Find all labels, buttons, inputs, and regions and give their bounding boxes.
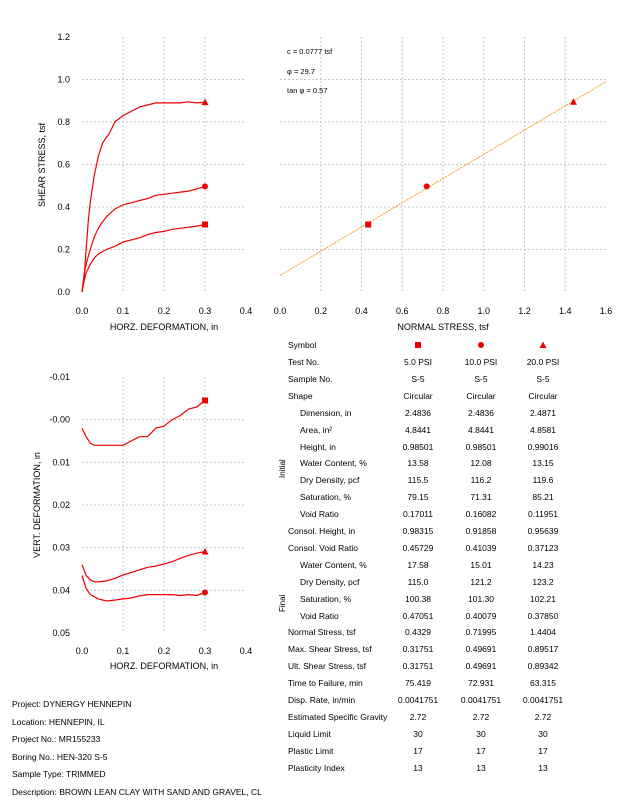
- project-info-line: Location: HENNEPIN, IL: [12, 716, 105, 727]
- x-tick-label: 0.4: [240, 646, 253, 656]
- y-tick-label: 0.6: [57, 160, 70, 170]
- annotation-friction-angle: φ = 29.7: [287, 67, 315, 76]
- project-info-line: Sample Type: TRIMMED: [12, 769, 106, 779]
- x-tick-label: 0.0: [274, 306, 287, 316]
- y-axis-label: VERT. DEFORMATION, in: [32, 452, 42, 558]
- project-info-line: Project: DYNERGY HENNEPIN: [12, 699, 132, 709]
- x-tick-label: 1.0: [477, 306, 490, 316]
- project-info-line: Description: BROWN LEAN CLAY WITH SAND A…: [12, 786, 262, 797]
- square-marker: [202, 397, 208, 404]
- square-marker: [202, 221, 208, 228]
- series-line: [81, 575, 206, 602]
- y-tick-label: 1.0: [57, 75, 70, 85]
- failure-envelope-line: [279, 81, 607, 276]
- triangle-marker: [201, 98, 209, 106]
- series-line: [81, 400, 206, 446]
- square-marker: [365, 221, 372, 228]
- x-tick-label: 0.3: [199, 306, 212, 316]
- triangle-marker: [201, 548, 209, 555]
- x-tick-label: 0.0: [76, 646, 89, 656]
- square-marker: [415, 342, 421, 348]
- y-tick-label: -0.01: [49, 372, 70, 382]
- x-tick-label: 0.6: [396, 306, 409, 316]
- project-info-line: Boring No.: HEN-320 S-5: [12, 751, 108, 762]
- x-tick-label: 1.2: [518, 306, 531, 316]
- circle-marker: [478, 342, 484, 348]
- y-tick-label: 0.01: [52, 457, 70, 467]
- y-tick-label: -0.00: [49, 415, 70, 425]
- x-tick-label: 0.1: [117, 306, 130, 316]
- shear-stress-chart: 0.0 0.1 0.2 0.3 0.4 0.0 0.2 0.4 0.6 0.8 1.0 1.2 HOR…: [37, 32, 252, 332]
- y-tick-label: 1.2: [57, 32, 70, 42]
- x-tick-label: 0.8: [437, 306, 450, 316]
- x-tick-label: 0.2: [158, 646, 171, 656]
- y-tick-label: 0.4: [57, 202, 70, 212]
- x-axis-label: HORZ. DEFORMATION, in: [110, 322, 218, 332]
- circle-marker: [202, 589, 208, 596]
- x-tick-label: 1.6: [600, 306, 613, 316]
- y-tick-label: 0.8: [57, 117, 70, 127]
- y-tick-label: 0.2: [57, 245, 70, 255]
- failure-envelope-chart: 0.0 0.2 0.4 0.6 0.8 1.0 1.2 1.4 1.6 NORMAL STRES…: [274, 37, 613, 332]
- y-tick-label: 0.05: [52, 628, 70, 638]
- vertical-deformation-chart: 0.0 0.1 0.2 0.3 0.4 -0.01 -0.00 0.01 0.02 0.03 0.0…: [32, 372, 252, 671]
- circle-marker: [202, 183, 208, 190]
- x-tick-label: 0.4: [355, 306, 368, 316]
- project-info-line: Project No.: MR155233: [12, 734, 101, 744]
- series-line: [81, 223, 206, 293]
- symbol-row-markers: [415, 341, 547, 348]
- x-tick-label: 0.2: [314, 306, 327, 316]
- x-tick-label: 0.4: [240, 306, 253, 316]
- x-tick-label: 0.1: [117, 646, 130, 656]
- series-line: [81, 185, 206, 293]
- x-tick-label: 0.3: [199, 646, 212, 656]
- x-tick-label: 0.2: [158, 306, 171, 316]
- annotation-tan-phi: tan φ = 0.57: [287, 86, 328, 95]
- y-tick-label: 0.0: [57, 287, 70, 297]
- x-axis-label: HORZ. DEFORMATION, in: [110, 661, 218, 671]
- x-tick-label: 1.4: [559, 306, 572, 316]
- y-tick-label: 0.02: [52, 500, 70, 510]
- triangle-marker: [539, 341, 547, 348]
- y-tick-label: 0.03: [52, 543, 70, 553]
- y-tick-label: 0.04: [52, 585, 70, 595]
- annotation-cohesion: c = 0.0777 tsf: [287, 47, 333, 56]
- y-axis-label: SHEAR STRESS, tsf: [37, 122, 47, 207]
- series-line: [81, 101, 206, 293]
- triangle-marker: [569, 98, 577, 105]
- circle-marker: [423, 183, 430, 190]
- x-axis-label: NORMAL STRESS, tsf: [397, 322, 489, 332]
- series-line: [81, 550, 206, 583]
- x-tick-label: 0.0: [76, 306, 89, 316]
